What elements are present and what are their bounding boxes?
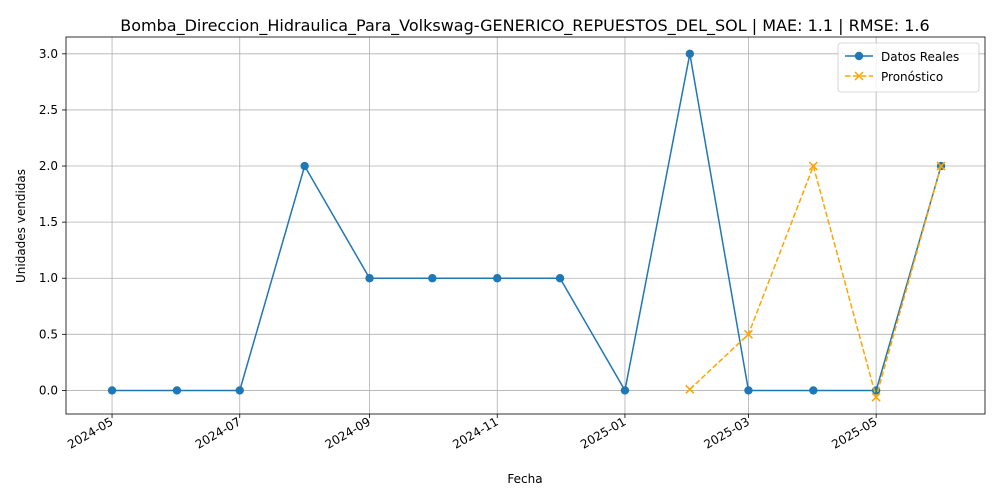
series-line-datos-reales: [112, 53, 942, 393]
x-tick-label: 2025-05: [829, 414, 879, 451]
x-tick-label: 2024-11: [450, 414, 500, 451]
data-point-pronostico: [936, 161, 946, 171]
x-axis-label: Fecha: [507, 472, 542, 486]
legend-marker-datos-reales: [854, 51, 864, 61]
data-point-datos-reales: [744, 386, 753, 395]
x-tick-label: 2024-05: [65, 414, 115, 451]
data-point-pronostico: [743, 329, 753, 339]
data-point-datos-reales: [555, 274, 565, 283]
x-axis-ticks: 2024-05 2024-07 2024-09 2024-11 2025-01 2025-…: [65, 414, 880, 452]
y-tick-label: 2.5: [39, 103, 58, 117]
data-point-datos-reales: [235, 386, 244, 395]
legend-marker-pronostico: [854, 71, 864, 81]
grid: [66, 37, 985, 414]
legend-label-datos-reales: Datos Reales: [881, 50, 959, 64]
y-axis-label: Unidades vendidas: [14, 169, 28, 283]
legend-box: [837, 42, 980, 93]
data-point-datos-reales: [809, 386, 818, 395]
data-point-pronostico: [871, 392, 881, 402]
legend: Datos Reales Pronóstico: [837, 42, 980, 93]
y-tick-label: 1.5: [39, 215, 58, 229]
y-tick-label: 0.5: [39, 327, 58, 341]
data-point-datos-reales: [300, 161, 309, 171]
y-tick-label: 1.0: [39, 271, 58, 285]
x-tick-label: 2024-07: [193, 414, 243, 451]
data-point-pronostico: [808, 161, 818, 171]
data-point-datos-reales: [620, 386, 630, 395]
data-point-pronostico: [685, 384, 695, 394]
data-point-datos-reales: [428, 274, 437, 283]
data-point-datos-reales: [107, 386, 117, 395]
x-tick-label: 2024-09: [323, 414, 373, 451]
data-point-datos-reales: [685, 49, 695, 59]
data-point-datos-reales: [493, 274, 502, 283]
x-tick-label: 2025-03: [702, 414, 752, 451]
y-tick-label: 3.0: [39, 47, 58, 61]
y-tick-label: 0.0: [39, 383, 58, 397]
y-axis-ticks: 0.0 0.5 1.0 1.5 2.0 2.5 3.0: [39, 47, 66, 397]
legend-label-pronostico: Pronóstico: [881, 70, 943, 84]
data-point-datos-reales: [172, 386, 182, 395]
x-tick-label: 2025-01: [578, 414, 628, 451]
chart-title: Bomba_Direccion_Hidraulica_Para_Volkswag…: [120, 16, 929, 36]
series-layer: [107, 49, 946, 402]
series-line-pronostico: [689, 163, 942, 400]
y-tick-label: 2.0: [39, 159, 58, 173]
data-point-datos-reales: [365, 274, 374, 283]
plot-frame: [65, 36, 986, 415]
